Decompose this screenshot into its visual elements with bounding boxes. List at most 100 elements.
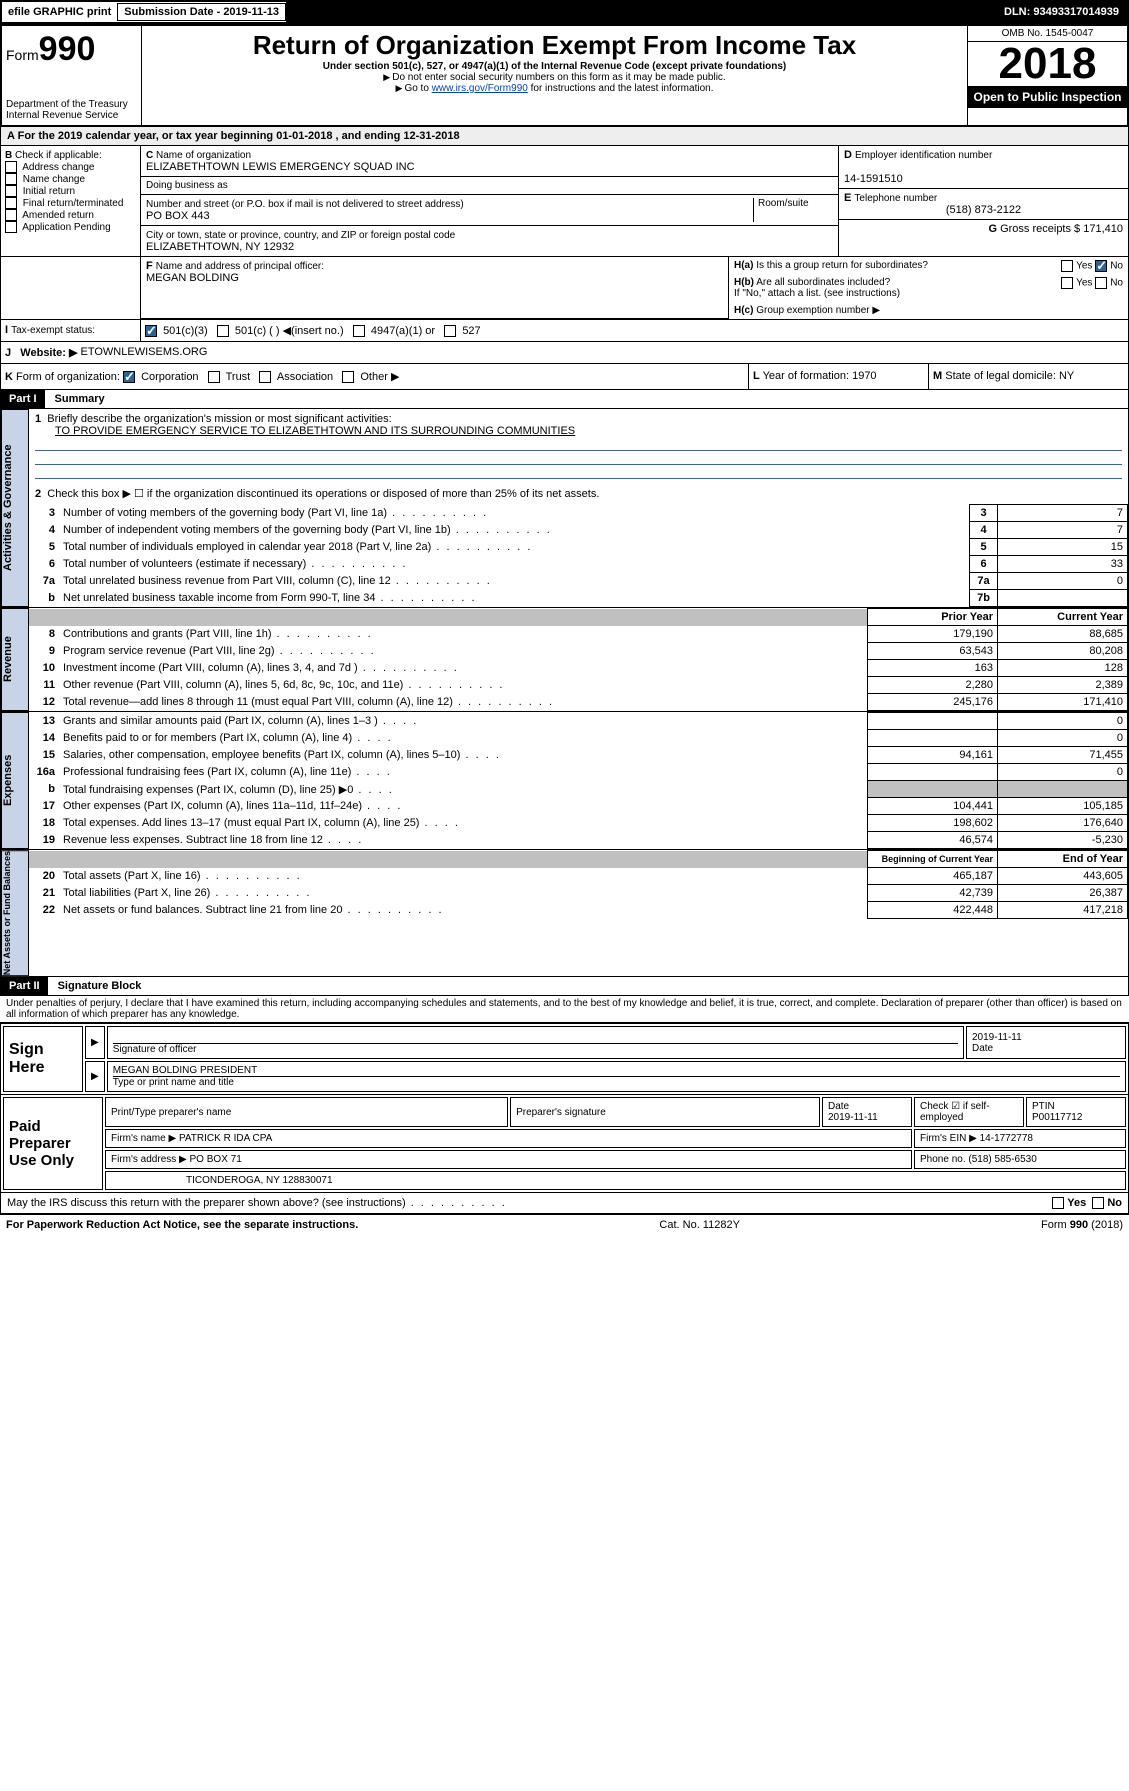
boxb-checkbox[interactable] xyxy=(5,161,17,173)
box-b-label: Check if applicable: xyxy=(15,150,102,161)
ha-no-checkbox[interactable] xyxy=(1095,260,1107,272)
opt-4947: 4947(a)(1) or xyxy=(371,325,435,337)
501c-checkbox[interactable] xyxy=(217,325,229,337)
side-revenue: Revenue xyxy=(1,608,29,711)
mission-text: TO PROVIDE EMERGENCY SERVICE TO ELIZABET… xyxy=(35,425,575,437)
period-text: For the 2019 calendar year, or tax year … xyxy=(18,130,460,142)
side-netassets: Net Assets or Fund Balances xyxy=(1,850,29,976)
org-name: ELIZABETHTOWN LEWIS EMERGENCY SQUAD INC xyxy=(146,161,415,173)
boxb-checkbox[interactable] xyxy=(5,209,17,221)
principal-block: F Name and address of principal officer:… xyxy=(0,257,1129,320)
box-b: B Check if applicable: Address change Na… xyxy=(1,146,141,256)
corp-checkbox[interactable] xyxy=(123,371,135,383)
firm-ein: 14-1772778 xyxy=(980,1133,1033,1144)
527-checkbox[interactable] xyxy=(444,325,456,337)
boxb-checkbox[interactable] xyxy=(5,173,17,185)
assoc-checkbox[interactable] xyxy=(259,371,271,383)
self-emp-label: Check ☑ if self-employed xyxy=(914,1097,1024,1127)
footer-right: Form 990 (2018) xyxy=(1041,1219,1123,1231)
submission-date: Submission Date - 2019-11-13 xyxy=(117,3,286,21)
ha-label: Is this a group return for subordinates? xyxy=(756,260,928,271)
part1-header: Part I Summary xyxy=(0,390,1129,409)
city-label: City or town, state or province, country… xyxy=(146,230,455,241)
firm-phone: (518) 585-6530 xyxy=(968,1154,1036,1165)
discuss-label: May the IRS discuss this return with the… xyxy=(7,1197,507,1209)
ptin-value: P00117712 xyxy=(1032,1112,1082,1123)
boxb-checkbox[interactable] xyxy=(5,185,17,197)
dept-label: Department of the Treasury xyxy=(6,99,137,110)
state-value: NY xyxy=(1059,370,1074,382)
sig-name: MEGAN BOLDING PRESIDENT xyxy=(113,1065,1120,1077)
boxb-checkbox[interactable] xyxy=(5,221,17,233)
discuss-no-checkbox[interactable] xyxy=(1092,1197,1104,1209)
firm-phone-label: Phone no. xyxy=(920,1154,966,1165)
subtitle-2: Do not enter social security numbers on … xyxy=(392,72,725,83)
goto-pre: Go to xyxy=(404,83,431,94)
part2-header: Part II Signature Block xyxy=(0,977,1129,996)
501c3-checkbox[interactable] xyxy=(145,325,157,337)
irs-label: Internal Revenue Service xyxy=(6,110,137,121)
efile-label: efile GRAPHIC print xyxy=(2,4,117,20)
firm-addr2: TICONDEROGA, NY 128830071 xyxy=(105,1171,1126,1190)
footer-left: For Paperwork Reduction Act Notice, see … xyxy=(6,1219,358,1231)
page-footer: For Paperwork Reduction Act Notice, see … xyxy=(0,1214,1129,1235)
opt-corp: Corporation xyxy=(141,371,198,383)
boxb-checkbox[interactable] xyxy=(5,197,17,209)
addr-label: Number and street (or P.O. box if mail i… xyxy=(146,199,464,210)
hb-no-checkbox[interactable] xyxy=(1095,277,1107,289)
4947-checkbox[interactable] xyxy=(353,325,365,337)
ha-yes-checkbox[interactable] xyxy=(1061,260,1073,272)
q2-label: Check this box ▶ ☐ if the organization d… xyxy=(47,488,599,500)
sig-date: 2019-11-11 xyxy=(972,1032,1120,1043)
form-title: Return of Organization Exempt From Incom… xyxy=(148,30,961,61)
part2-title: Signature Block xyxy=(48,980,142,992)
hc-label: Group exemption number xyxy=(756,305,869,316)
gross-value: 171,410 xyxy=(1083,223,1123,235)
entity-block: B Check if applicable: Address change Na… xyxy=(0,146,1129,257)
opt-trust: Trust xyxy=(226,371,251,383)
firm-addr-label: Firm's address ▶ xyxy=(111,1154,187,1165)
box-c-name-lbl: Name of organization xyxy=(156,150,251,161)
sig-officer-label: Signature of officer xyxy=(113,1044,197,1055)
form990-link[interactable]: www.irs.gov/Form990 xyxy=(432,83,528,94)
tax-status-label: Tax-exempt status: xyxy=(11,325,95,336)
part1-tag: Part I xyxy=(1,390,45,408)
row-a-period: A For the 2019 calendar year, or tax yea… xyxy=(0,127,1129,146)
open-public: Open to Public Inspection xyxy=(968,86,1127,108)
form-prefix: Form xyxy=(6,47,39,63)
form-990: 990 xyxy=(39,30,96,68)
form-header: Form990 Department of the Treasury Inter… xyxy=(0,24,1129,127)
trust-checkbox[interactable] xyxy=(208,371,220,383)
discuss-yes-checkbox[interactable] xyxy=(1052,1197,1064,1209)
part2-tag: Part II xyxy=(1,977,48,995)
prep-sig-label: Preparer's signature xyxy=(510,1097,820,1127)
prep-name-label: Print/Type preparer's name xyxy=(105,1097,508,1127)
website-value: ETOWNLEWISEMS.ORG xyxy=(81,346,208,359)
hb2-label: If "No," attach a list. (see instruction… xyxy=(734,288,900,299)
phone-label: Telephone number xyxy=(854,193,937,204)
part1-title: Summary xyxy=(45,393,105,405)
paid-title: Paid Preparer Use Only xyxy=(3,1097,103,1190)
opt-501c: 501(c) ( ) ◀(insert no.) xyxy=(235,325,344,337)
perjury-text: Under penalties of perjury, I declare th… xyxy=(0,996,1129,1022)
website-label: Website: xyxy=(20,347,66,359)
dba-label: Doing business as xyxy=(141,177,838,195)
q1-label: Briefly describe the organization's miss… xyxy=(47,413,391,425)
prep-date: 2019-11-11 xyxy=(828,1112,878,1123)
room-label: Room/suite xyxy=(753,198,833,222)
firm-addr: PO BOX 71 xyxy=(190,1154,242,1165)
prep-date-label: Date xyxy=(828,1101,849,1112)
side-expenses: Expenses xyxy=(1,712,29,849)
dln-label: DLN: 93493317014939 xyxy=(996,2,1127,22)
other-checkbox[interactable] xyxy=(342,371,354,383)
hb-yes-checkbox[interactable] xyxy=(1061,277,1073,289)
form-org-label: Form of organization: xyxy=(16,371,120,383)
paid-preparer-block: Paid Preparer Use Only Print/Type prepar… xyxy=(0,1095,1129,1193)
officer-label: Name and address of principal officer: xyxy=(156,261,324,272)
ein-label: Employer identification number xyxy=(855,150,992,161)
sign-here-label: Sign Here xyxy=(3,1026,83,1092)
tax-year: 2018 xyxy=(968,42,1127,86)
subtitle-1: Under section 501(c), 527, or 4947(a)(1)… xyxy=(148,61,961,72)
top-toolbar: efile GRAPHIC print Submission Date - 20… xyxy=(0,0,1129,24)
form-number: Form990 xyxy=(6,30,137,69)
